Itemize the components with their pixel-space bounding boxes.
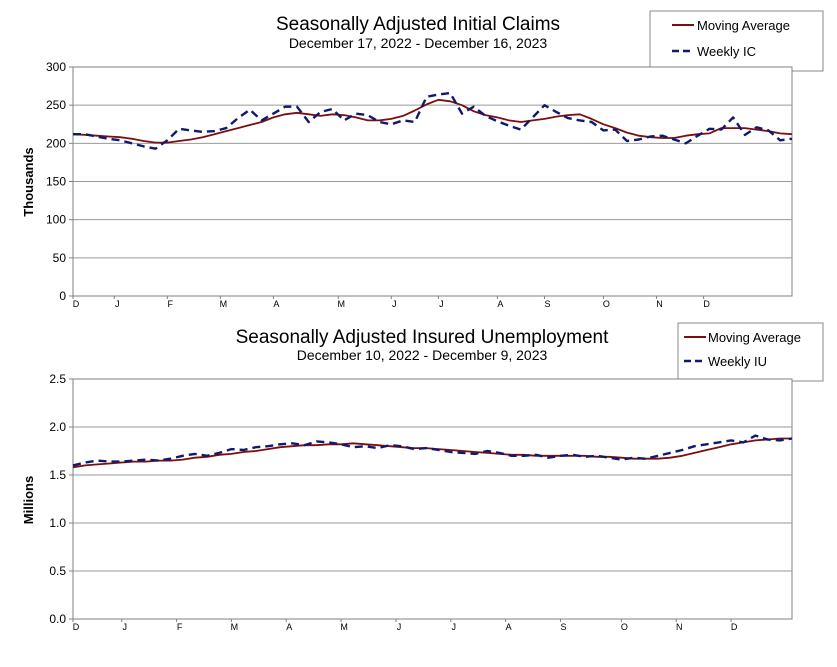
chart2-series-weekly-line	[72, 434, 793, 467]
chart2-ytick-label: 1.5	[49, 468, 66, 482]
chart2-xtick-label: S	[560, 622, 566, 632]
chart2-xtick-label: J	[452, 622, 457, 632]
chart2-xtick-label: D	[731, 622, 738, 632]
chart1-legend-ma-label: Moving Average	[697, 18, 790, 33]
chart1-plot-area: 0 50 100 150 200 250 300 D J F M A M J J A S O N D	[46, 60, 793, 309]
chart2-ytick-label: 2.5	[49, 372, 66, 386]
chart2-ytick-label: 2.0	[49, 420, 66, 434]
chart2-ytick-label: 0.5	[49, 564, 66, 578]
chart2-xtick-label: A	[506, 622, 512, 632]
chart1-subtitle: December 17, 2022 - December 16, 2023	[289, 35, 548, 51]
chart2-xtick-label: D	[73, 622, 80, 632]
chart2-legend-ma-label: Moving Average	[708, 330, 801, 345]
chart1-xtick-label: J	[115, 299, 120, 309]
chart2-ytick-label: 1.0	[49, 516, 66, 530]
chart2-xtick-label: N	[676, 622, 683, 632]
chart1-ytick-label: 150	[46, 175, 66, 189]
chart2-ylabel: Millions	[21, 476, 36, 524]
chart1-series-weekly-line	[73, 91, 793, 150]
chart2-xtick-label: M	[231, 622, 239, 632]
chart1-xtick-label: J	[439, 299, 444, 309]
chart1-ylabel: Thousands	[21, 147, 36, 216]
chart2-xtick-label: M	[340, 622, 348, 632]
insured-unemployment-chart: Seasonally Adjusted Insured Unemployment…	[21, 322, 824, 632]
chart1-xtick-label: N	[656, 299, 663, 309]
chart2-legend-weekly-label: Weekly IU	[708, 354, 767, 369]
chart1-title: Seasonally Adjusted Initial Claims	[276, 14, 560, 35]
chart1-ytick-label: 300	[46, 60, 66, 74]
chart1-xtick-label: S	[544, 299, 550, 309]
initial-claims-chart: Seasonally Adjusted Initial Claims Decem…	[21, 10, 824, 309]
chart1-legend-box	[649, 10, 824, 72]
chart2-xtick-label: F	[177, 622, 183, 632]
chart1-xtick-label: A	[497, 299, 503, 309]
chart1-xtick-label: D	[703, 299, 710, 309]
chart1-ytick-label: 0	[59, 289, 66, 303]
chart1-xtick-label: M	[337, 299, 345, 309]
chart2-xtick-label: A	[286, 622, 292, 632]
chart1-ytick-label: 200	[46, 136, 66, 150]
chart1-xtick-label: F	[168, 299, 174, 309]
chart1-legend-weekly-label: Weekly IC	[697, 44, 756, 59]
chart1-xtick-label: O	[603, 299, 610, 309]
chart1-series-moving-average-line	[72, 98, 793, 144]
chart1-legend: Moving Average Weekly IC	[649, 10, 824, 72]
chart1-ytick-label: 100	[46, 213, 66, 227]
chart1-xtick-label: J	[392, 299, 397, 309]
chart1-xtick-label: M	[220, 299, 228, 309]
chart1-ytick-label: 250	[46, 98, 66, 112]
chart1-xtick-label: D	[73, 299, 80, 309]
chart1-xtick-label: A	[273, 299, 279, 309]
chart2-xtick-label: J	[122, 622, 127, 632]
chart2-legend: Moving Average Weekly IU	[677, 322, 824, 382]
chart2-plot-border	[72, 378, 793, 620]
chart2-ytick-label: 0.0	[49, 612, 66, 626]
chart2-plot-area: 0.0 0.5 1.0 1.5 2.0 2.5 D J F M A M J J A S O N D	[49, 372, 793, 632]
chart2-xtick-label: O	[621, 622, 628, 632]
chart2-xtick-label: J	[397, 622, 402, 632]
chart1-ytick-label: 50	[53, 251, 67, 265]
chart2-subtitle: December 10, 2022 - December 9, 2023	[297, 347, 548, 363]
chart2-title: Seasonally Adjusted Insured Unemployment	[236, 327, 610, 348]
